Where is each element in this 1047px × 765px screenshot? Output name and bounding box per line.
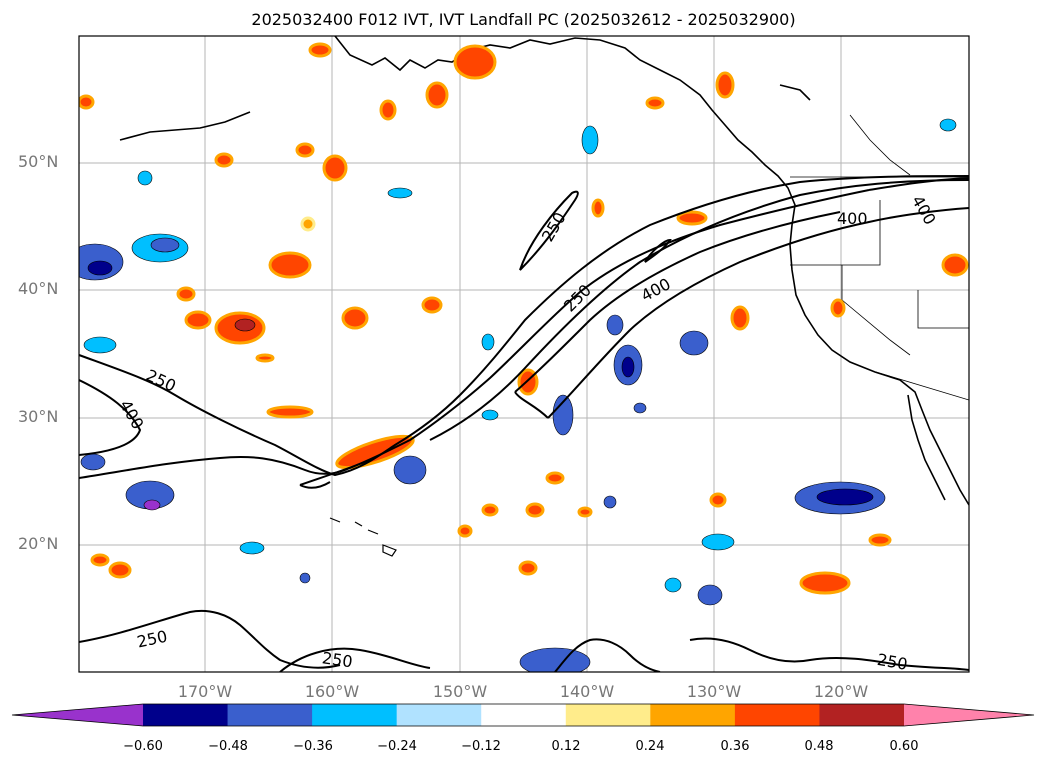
colorbar-bin xyxy=(312,704,398,726)
positive-anomaly-areas xyxy=(79,42,969,595)
contour-label-250: 250 xyxy=(321,648,354,671)
lat-label-30n: 30°N xyxy=(18,407,59,426)
colorbar-extend-high xyxy=(904,704,1034,726)
colorbar-tick: −0.24 xyxy=(377,739,417,754)
map-title: 2025032400 F012 IVT, IVT Landfall PC (20… xyxy=(251,10,796,29)
map-content: 250 400 250 250 400 400 400 250 250 250 xyxy=(79,36,969,674)
colorbar-bin xyxy=(819,704,905,726)
contour-label-400: 400 xyxy=(116,397,148,433)
colorbar-extend-low xyxy=(12,704,143,726)
lon-label-150w: 150°W xyxy=(432,682,488,701)
colorbar-bin xyxy=(143,704,229,726)
colorbar-bin xyxy=(227,704,313,726)
contour-label-400: 400 xyxy=(837,209,868,228)
colorbar-outline xyxy=(11,703,1035,727)
lon-label-120w: 120°W xyxy=(813,682,869,701)
coastline xyxy=(119,36,969,506)
colorbar-bin xyxy=(734,704,820,726)
colorbar-tick: 0.36 xyxy=(720,739,750,754)
lon-label-160w: 160°W xyxy=(304,682,360,701)
colorbar-tick: 0.60 xyxy=(889,739,919,754)
map-frame xyxy=(78,35,970,673)
hawaii xyxy=(329,517,397,557)
lon-label-140w: 140°W xyxy=(559,682,615,701)
contour-label-group: 250 400 250 250 400 400 400 250 250 250 xyxy=(116,192,940,674)
colorbar-tick: −0.36 xyxy=(293,739,333,754)
lat-label-50n: 50°N xyxy=(18,152,59,171)
colorbar-tick: −0.12 xyxy=(461,739,501,754)
contour-label-250: 250 xyxy=(135,627,169,652)
borders xyxy=(790,114,969,401)
lat-label-40n: 40°N xyxy=(18,279,59,298)
colorbar-bin xyxy=(481,704,567,726)
contour-label-250: 250 xyxy=(876,650,909,674)
colorbar-bin xyxy=(565,704,651,726)
ivt-contours xyxy=(79,175,969,672)
colorbar-tick: 0.48 xyxy=(804,739,834,754)
negative-anomaly-areas xyxy=(79,118,957,672)
contour-label-250: 250 xyxy=(143,365,179,395)
lat-label-20n: 20°N xyxy=(18,534,59,553)
colorbar-bin xyxy=(396,704,482,726)
colorbar-bin xyxy=(650,704,736,726)
colorbar-tick: 0.24 xyxy=(635,739,665,754)
colorbar-tick: −0.60 xyxy=(123,739,163,754)
lon-label-170w: 170°W xyxy=(177,682,233,701)
colorbar xyxy=(11,703,1035,727)
contour-label-400: 400 xyxy=(908,192,940,228)
graticule xyxy=(79,36,969,672)
lon-label-130w: 130°W xyxy=(686,682,742,701)
colorbar-tick: 0.12 xyxy=(551,739,581,754)
colorbar-tick: −0.48 xyxy=(208,739,248,754)
